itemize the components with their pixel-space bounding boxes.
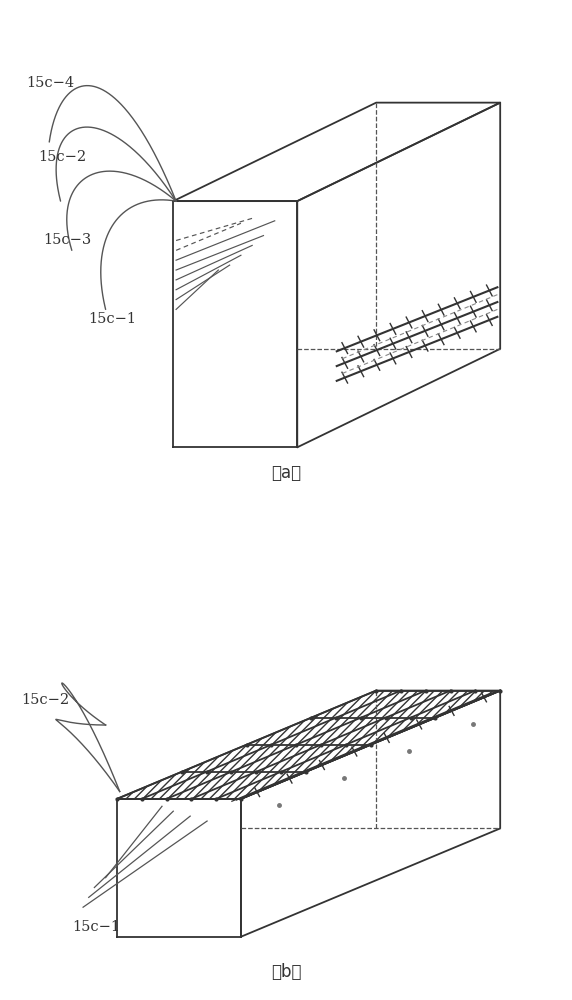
Text: 15c−4: 15c−4 [27,76,75,90]
Text: 15c−2: 15c−2 [21,693,69,707]
Polygon shape [117,691,500,799]
Text: 15c−1: 15c−1 [89,312,137,326]
Text: 15c−2: 15c−2 [38,150,86,164]
Text: 15c−3: 15c−3 [43,233,92,247]
Text: （b）: （b） [271,963,301,981]
Text: （a）: （a） [271,464,301,482]
Text: 15c−1: 15c−1 [72,920,120,934]
